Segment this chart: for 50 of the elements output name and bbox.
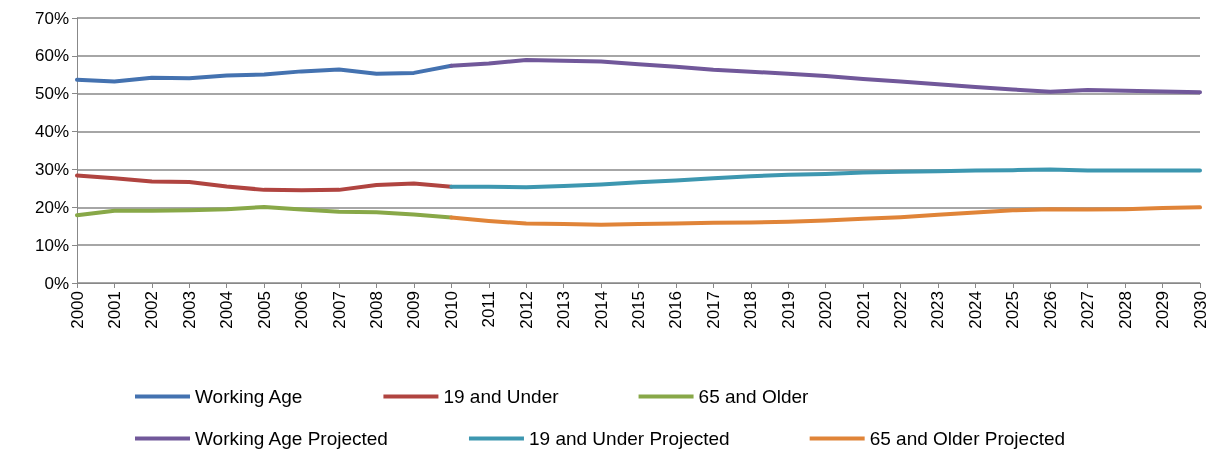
legend-label: Working Age	[195, 386, 303, 407]
line-series	[75, 63, 454, 84]
x-tick-label: 2020	[816, 291, 836, 329]
y-tick-label: 0%	[44, 273, 69, 293]
x-tick-label: 2025	[1003, 291, 1023, 329]
x-tick-label: 2027	[1078, 291, 1098, 329]
legend-label: 65 and Older	[698, 386, 810, 407]
line-series	[449, 205, 1202, 227]
y-tick-label: 70%	[34, 8, 69, 28]
y-tick-label: 10%	[34, 235, 69, 255]
x-tick-label: 2018	[741, 291, 761, 329]
x-tick-label: 2011	[479, 291, 499, 328]
x-tick-label: 2026	[1040, 291, 1060, 329]
x-tick-label: 2022	[891, 291, 911, 329]
line-series	[75, 204, 454, 220]
x-tick-label: 2015	[629, 291, 648, 329]
x-tick-label: 2030	[1190, 291, 1210, 329]
x-tick-label: 2003	[179, 291, 199, 329]
x-tick-label: 2019	[778, 291, 798, 329]
y-tick-label: 30%	[34, 159, 69, 179]
legend-label: Working Age Projected	[195, 428, 388, 449]
x-tick-label: 2017	[703, 291, 723, 329]
x-tick-label: 2001	[104, 291, 124, 329]
x-tick-label: 2002	[142, 291, 162, 329]
y-tick-label: 40%	[34, 122, 69, 142]
y-tick-label: 60%	[34, 46, 69, 66]
x-tick-label: 2021	[853, 291, 873, 329]
x-tick-label: 2009	[404, 291, 424, 329]
line-series	[449, 58, 1202, 95]
x-tick-label: 2028	[1115, 291, 1135, 329]
x-tick-label: 2010	[441, 291, 461, 329]
legend-label: 65 and Older Projected	[869, 428, 1066, 449]
x-tick-label: 2000	[67, 291, 87, 329]
x-tick-label: 2023	[928, 291, 948, 329]
x-tick-label: 2014	[591, 291, 611, 329]
x-tick-label: 2008	[366, 291, 386, 329]
x-tick-label: 2024	[965, 291, 985, 329]
x-tick-label: 2007	[329, 291, 349, 329]
x-tick-label: 2012	[516, 291, 536, 329]
x-tick-label: 2005	[254, 291, 274, 329]
x-tick-label: 2016	[666, 291, 686, 329]
line-series	[449, 167, 1202, 190]
x-tick-label: 2029	[1153, 291, 1173, 329]
legend-label: 19 and Under	[443, 386, 560, 407]
legend-label: 19 and Under Projected	[528, 428, 730, 449]
x-tick-label: 2013	[554, 291, 574, 329]
y-tick-label: 50%	[34, 84, 69, 104]
x-tick-label: 2006	[292, 291, 312, 329]
x-tick-label: 2004	[217, 291, 237, 329]
y-tick-label: 20%	[34, 197, 69, 217]
